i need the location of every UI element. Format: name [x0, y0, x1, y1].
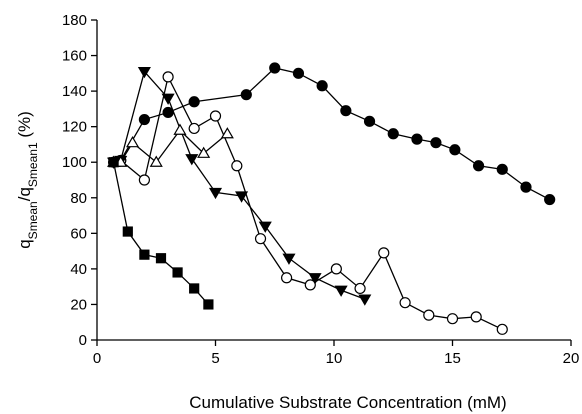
series-5-point-5 [172, 267, 183, 278]
series-1-point-4 [162, 106, 174, 119]
series-4-point-4 [149, 155, 163, 167]
series-5-point-1 [108, 157, 119, 168]
series-1-point-3 [138, 113, 150, 126]
y-tick-label-20: 20 [70, 296, 87, 313]
series-5-point-2 [122, 226, 133, 237]
y-axis-title-q2: q [15, 187, 34, 196]
series-5-point-6 [189, 283, 200, 294]
y-tick-label-120: 120 [62, 119, 87, 136]
y-axis-title-sub1: Smean [26, 201, 40, 239]
series-2-point-11 [354, 282, 366, 295]
series-3-point-3 [137, 66, 151, 79]
y-tick-label-180: 180 [62, 12, 87, 29]
x-tick-label-0: 0 [93, 350, 101, 367]
series-3-point-8 [258, 221, 272, 233]
series-4-point-3 [126, 135, 140, 148]
series-1-point-6 [240, 89, 252, 101]
series-2-point-16 [470, 311, 482, 323]
series-1-point-13 [411, 133, 423, 145]
series-2-point-2 [138, 174, 150, 186]
ticks: 0 20 40 60 80 100 120 140 160 180 0 5 10 15 20 [62, 12, 579, 367]
series-2-point-6 [231, 160, 243, 172]
series-5-point-4 [155, 253, 167, 264]
series-4-triangle-up-open [107, 123, 234, 167]
series-4-point-6 [197, 146, 211, 158]
series-2-point-3 [162, 71, 174, 83]
series-1-point-8 [292, 67, 305, 79]
y-tick-label-0: 0 [79, 332, 87, 349]
series-2-point-17 [496, 323, 508, 335]
series-5-point-7 [203, 299, 214, 310]
series-1-point-16 [472, 160, 485, 172]
series-3-point-4 [161, 93, 175, 105]
y-tick-label-60: 60 [70, 225, 87, 242]
series-1-point-15 [449, 144, 461, 156]
y-tick-label-80: 80 [70, 190, 87, 207]
x-axis-title: Cumulative Substrate Concentration (mM) [189, 393, 506, 412]
series-2-point-10 [330, 263, 342, 275]
series-3-line [113, 70, 366, 300]
series-5-point-3 [139, 249, 150, 260]
series-2-point-13 [399, 297, 411, 309]
y-axis-title-sep: / [15, 196, 34, 201]
series-3-point-9 [282, 253, 296, 265]
series-3-point-12 [358, 294, 372, 306]
series-4-point-5 [173, 123, 187, 135]
y-tick-label-160: 160 [62, 48, 87, 65]
series-4-point-7 [220, 127, 234, 139]
y-axis-title-sub2: Smean1 [26, 142, 40, 187]
series-1-point-12 [387, 128, 399, 140]
series-1-point-11 [363, 115, 376, 127]
series-1-point-7 [269, 62, 281, 74]
series-2-point-4 [188, 122, 200, 135]
axes [96, 20, 571, 341]
x-tick-label-15: 15 [444, 350, 461, 367]
series-2-point-15 [446, 313, 459, 325]
series-2-line [120, 74, 503, 330]
series-2-point-8 [281, 272, 293, 284]
series-layer [107, 62, 556, 335]
x-tick-label-5: 5 [211, 350, 219, 367]
y-axis-title-q1: q [15, 239, 34, 248]
series-2-point-7 [254, 233, 267, 245]
series-5-square-filled [108, 157, 214, 310]
series-3-point-10 [308, 273, 322, 285]
series-2-point-14 [423, 309, 435, 321]
x-tick-label-20: 20 [563, 350, 580, 367]
series-2-circle-open [115, 71, 508, 335]
series-3-point-11 [334, 285, 348, 297]
series-3-point-7 [235, 191, 249, 203]
y-tick-label-100: 100 [62, 154, 87, 171]
y-tick-label-40: 40 [70, 261, 87, 278]
series-1-point-19 [544, 193, 556, 206]
series-1-point-18 [520, 181, 532, 193]
series-2-point-9 [304, 279, 316, 291]
series-2-point-5 [209, 110, 222, 122]
y-tick-label-140: 140 [62, 83, 87, 100]
x-tick-label-10: 10 [326, 350, 343, 367]
series-1-point-9 [316, 80, 328, 92]
series-1-point-17 [496, 163, 508, 175]
series-1-point-5 [188, 96, 200, 108]
y-axis-title: qSmean/qSmean1 (%) [15, 111, 40, 249]
series-1-point-10 [340, 105, 352, 117]
series-3-point-5 [185, 154, 199, 166]
y-axis-title-unit: (%) [15, 111, 34, 142]
series-2-point-12 [378, 247, 390, 259]
series-1-point-14 [430, 137, 442, 149]
series-3-point-6 [208, 187, 223, 200]
